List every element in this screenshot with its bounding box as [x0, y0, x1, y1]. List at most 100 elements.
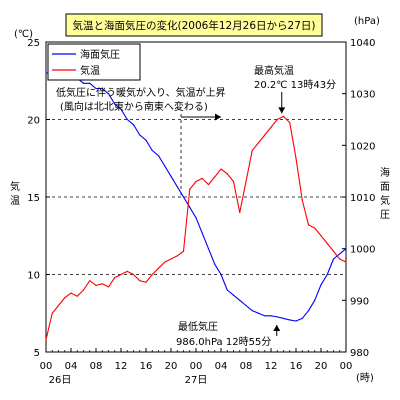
right-tick-label: 980: [350, 348, 369, 359]
front-annotation-line1: 低気圧に伴う暖気が入り、気温が上昇: [56, 86, 226, 99]
series-point-1: [89, 280, 91, 282]
series-point-0: [82, 82, 85, 84]
series-point-0: [151, 149, 153, 152]
series-point-0: [314, 299, 316, 301]
x-tick-label: 20: [315, 361, 328, 372]
series-point-0: [339, 253, 341, 255]
right-axis-label-char: 圧: [380, 210, 390, 221]
right-tick-label: 1010: [350, 193, 375, 204]
series-point-0: [182, 196, 185, 198]
front-annotation-line2: (風向は北北東から南東へ変わる): [60, 100, 208, 113]
left-tick-label: 10: [27, 271, 40, 282]
series-point-1: [132, 273, 135, 276]
x-tick-label: 00: [340, 361, 353, 372]
series-point-1: [245, 180, 247, 183]
series-point-1: [314, 227, 316, 229]
right-tick-label: 1000: [350, 245, 375, 256]
series-point-1: [326, 242, 328, 245]
series-point-0: [214, 263, 216, 265]
series-point-1: [257, 142, 260, 144]
series-point-0: [326, 273, 328, 276]
min-pressure-arrow: [273, 325, 281, 336]
grid-lines: [46, 119, 346, 275]
series-point-1: [70, 292, 72, 294]
right-axis-label-char: 気: [380, 194, 390, 207]
x-day-label: 27日: [185, 375, 208, 386]
x-tick-label: 12: [115, 361, 128, 372]
series-point-1: [139, 280, 141, 282]
series-point-1: [107, 286, 110, 288]
series-point-0: [257, 312, 260, 314]
right-axis-ticks: 980 990 1000 1010 1020 1030 1040: [342, 38, 375, 359]
legend-label-pressure: 海面気圧: [80, 48, 120, 61]
front-arrow: [181, 113, 221, 121]
series-point-0: [332, 258, 335, 260]
right-tick-label: 1030: [350, 90, 375, 101]
series-point-0: [201, 232, 203, 234]
series-point-0: [132, 124, 135, 126]
series-point-0: [289, 319, 291, 321]
series-point-1: [164, 261, 166, 263]
right-tick-label: 990: [350, 296, 369, 307]
series-point-0: [107, 93, 110, 95]
series-point-1: [189, 188, 191, 190]
series-point-0: [226, 289, 228, 291]
series-point-0: [195, 217, 197, 219]
x-axis-unit: (時): [356, 372, 374, 384]
x-axis-day-labels: 26日 27日: [49, 375, 208, 386]
right-tick-label: 1040: [350, 38, 375, 49]
left-axis-label-char-2: 温: [10, 195, 20, 207]
series-point-1: [282, 115, 285, 117]
series-point-0: [164, 165, 166, 167]
arrow-head: [215, 113, 221, 121]
series-point-0: [245, 304, 247, 307]
series-point-0: [276, 316, 278, 318]
series-point-1: [145, 281, 147, 283]
series-point-1: [82, 289, 85, 291]
series-point-0: [232, 294, 235, 296]
series-point-0: [45, 72, 47, 74]
x-axis-ticks: 00 04 08 12 16 20 00 04 08 12 16 20 00: [40, 348, 353, 372]
chart-title-box: [65, 13, 323, 37]
chart-title: 気温と海面気圧の変化(2006年12月26日から27日): [73, 19, 316, 32]
series-point-1: [120, 273, 122, 276]
series-point-1: [201, 177, 203, 179]
series-point-0: [320, 284, 322, 286]
series-line-1: [45, 115, 347, 340]
series-point-0: [114, 103, 116, 105]
series-point-0: [120, 108, 122, 110]
series-point-1: [289, 122, 291, 124]
series-layer: [45, 72, 347, 341]
series-point-1: [157, 267, 160, 269]
x-tick-label: 12: [265, 361, 278, 372]
series-point-1: [320, 235, 322, 237]
right-axis-label-char: 海: [380, 166, 390, 179]
x-tick-label: 08: [90, 361, 103, 372]
series-point-0: [139, 134, 141, 136]
series-point-1: [270, 126, 272, 128]
x-tick-label: 16: [290, 361, 303, 372]
series-point-1: [182, 250, 185, 252]
left-tick-label: 25: [27, 38, 40, 49]
series-point-1: [345, 261, 347, 263]
series-point-0: [264, 315, 266, 317]
series-point-0: [101, 87, 103, 90]
series-point-0: [176, 186, 178, 188]
series-point-1: [114, 277, 116, 279]
series-point-1: [295, 157, 297, 159]
right-axis-label: 海面気圧: [380, 166, 390, 221]
series-point-0: [220, 273, 222, 276]
series-point-1: [57, 304, 60, 307]
x-tick-label: 04: [215, 361, 228, 372]
series-point-1: [76, 295, 78, 297]
series-point-1: [239, 211, 241, 214]
max-temp-arrow: [278, 92, 286, 114]
series-point-1: [301, 199, 303, 201]
series-point-0: [89, 82, 91, 84]
arrow-head: [273, 325, 281, 331]
series-point-0: [95, 87, 97, 90]
series-point-1: [307, 224, 310, 226]
series-point-1: [264, 134, 266, 136]
min-press-title: 最低気圧: [178, 320, 218, 333]
